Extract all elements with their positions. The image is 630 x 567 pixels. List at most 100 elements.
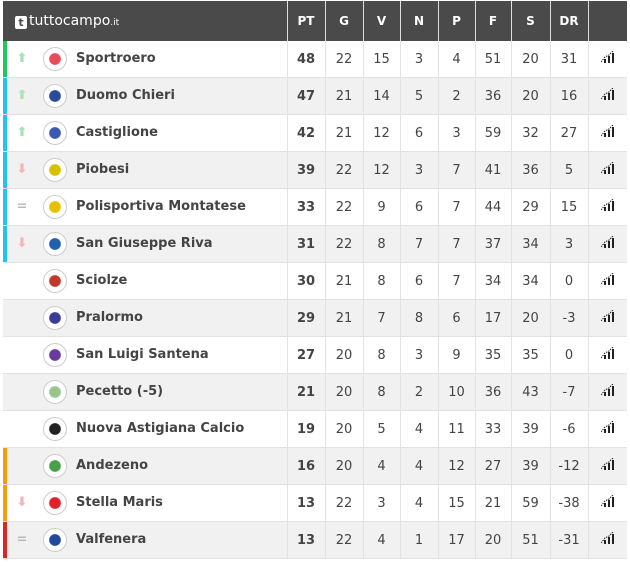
team-name[interactable]: Pralormo bbox=[76, 310, 143, 325]
team-cell[interactable]: ⬆ Castiglione bbox=[3, 114, 287, 152]
team-name[interactable]: Pecetto (-5) bbox=[76, 384, 164, 399]
zone-indicator bbox=[3, 411, 7, 447]
table-row[interactable]: ⬆ Duomo Chieri 47 21 14 5 2 36 20 16 bbox=[3, 77, 627, 115]
trend-chart-button[interactable] bbox=[587, 373, 627, 411]
stat-v: 3 bbox=[362, 484, 400, 522]
team-name[interactable]: Valfenera bbox=[76, 532, 147, 547]
stat-g: 21 bbox=[324, 114, 363, 152]
stat-f: 51 bbox=[474, 41, 511, 78]
brand-name: tuttocampo bbox=[29, 13, 111, 29]
team-name[interactable]: Polisportiva Montatese bbox=[76, 199, 246, 214]
zone-indicator bbox=[3, 189, 7, 225]
team-cell[interactable]: Nuova Astigiana Calcio bbox=[3, 410, 287, 448]
trend-chart-button[interactable] bbox=[587, 41, 627, 78]
team-name[interactable]: Andezeno bbox=[76, 458, 149, 473]
stat-f: 41 bbox=[474, 151, 511, 189]
chart-trend-icon bbox=[600, 273, 614, 285]
table-row[interactable]: Sciolze 30 21 8 6 7 34 34 0 bbox=[3, 262, 627, 300]
team-cell[interactable]: ⬇ Piobesi bbox=[3, 151, 287, 189]
trend-chart-button[interactable] bbox=[587, 447, 627, 485]
stat-pt: 33 bbox=[286, 188, 325, 226]
table-row[interactable]: Andezeno 16 20 4 4 12 27 39 -12 bbox=[3, 447, 627, 485]
team-cell[interactable]: = Valfenera bbox=[3, 521, 287, 559]
table-row[interactable]: = Polisportiva Montatese 33 22 9 6 7 44 29 15 bbox=[3, 188, 627, 226]
stat-p: 11 bbox=[437, 410, 475, 448]
team-name[interactable]: Stella Maris bbox=[76, 495, 163, 510]
chart-trend-icon bbox=[600, 162, 614, 174]
trend-chart-button[interactable] bbox=[587, 188, 627, 226]
table-row[interactable]: San Luigi Santena 27 20 8 3 9 35 35 0 bbox=[3, 336, 627, 374]
stat-g: 21 bbox=[324, 299, 363, 337]
table-row[interactable]: ⬇ San Giuseppe Riva 31 22 8 7 7 37 34 3 bbox=[3, 225, 627, 263]
team-cell[interactable]: ⬆ Sportroero bbox=[3, 41, 287, 78]
stat-s: 39 bbox=[510, 447, 550, 485]
trend-chart-button[interactable] bbox=[587, 114, 627, 152]
trend-chart-button[interactable] bbox=[587, 77, 627, 115]
team-cell[interactable]: = Polisportiva Montatese bbox=[3, 188, 287, 226]
team-name[interactable]: Castiglione bbox=[76, 125, 158, 140]
stat-n: 7 bbox=[399, 225, 438, 263]
team-name[interactable]: Piobesi bbox=[76, 162, 130, 177]
table-row[interactable]: ⬇ Stella Maris 13 22 3 4 15 21 59 -38 bbox=[3, 484, 627, 522]
team-cell[interactable]: ⬇ San Giuseppe Riva bbox=[3, 225, 287, 263]
stat-v: 12 bbox=[362, 151, 400, 189]
stat-p: 3 bbox=[437, 114, 475, 152]
chart-trend-icon bbox=[600, 125, 614, 137]
table-row[interactable]: Pralormo 29 21 7 8 6 17 20 -3 bbox=[3, 299, 627, 337]
stat-f: 36 bbox=[474, 373, 511, 411]
trend-chart-button[interactable] bbox=[587, 484, 627, 522]
team-cell[interactable]: Pecetto (-5) bbox=[3, 373, 287, 411]
stat-dr: 3 bbox=[549, 225, 588, 263]
team-name[interactable]: Duomo Chieri bbox=[76, 88, 175, 103]
table-row[interactable]: ⬆ Castiglione 42 21 12 6 3 59 32 27 bbox=[3, 114, 627, 152]
stat-dr: 31 bbox=[549, 41, 588, 78]
zone-indicator bbox=[3, 263, 7, 299]
table-row[interactable]: = Valfenera 13 22 4 1 17 20 51 -31 bbox=[3, 521, 627, 559]
stat-pt: 13 bbox=[286, 484, 325, 522]
stat-g: 22 bbox=[324, 521, 363, 559]
stat-g: 22 bbox=[324, 151, 363, 189]
team-name[interactable]: Sportroero bbox=[76, 51, 156, 66]
trend-chart-button[interactable] bbox=[587, 299, 627, 337]
stat-g: 22 bbox=[324, 484, 363, 522]
stat-n: 3 bbox=[399, 41, 438, 78]
team-name[interactable]: Nuova Astigiana Calcio bbox=[76, 421, 245, 436]
team-cell[interactable]: ⬇ Stella Maris bbox=[3, 484, 287, 522]
team-crest-icon bbox=[43, 343, 67, 367]
zone-indicator bbox=[3, 485, 7, 521]
team-name[interactable]: Sciolze bbox=[76, 273, 128, 288]
table-row[interactable]: Pecetto (-5) 21 20 8 2 10 36 43 -7 bbox=[3, 373, 627, 411]
trend-chart-button[interactable] bbox=[587, 262, 627, 300]
team-name[interactable]: San Luigi Santena bbox=[76, 347, 209, 362]
zone-indicator bbox=[3, 448, 7, 484]
zone-indicator bbox=[3, 337, 7, 373]
team-cell[interactable]: ⬆ Duomo Chieri bbox=[3, 77, 287, 115]
trend-chart-button[interactable] bbox=[587, 225, 627, 263]
stat-g: 21 bbox=[324, 262, 363, 300]
zone-indicator bbox=[3, 226, 7, 262]
team-cell[interactable]: Sciolze bbox=[3, 262, 287, 300]
brand-logo[interactable]: t tuttocampo.it bbox=[3, 1, 287, 41]
trend-chart-button[interactable] bbox=[587, 151, 627, 189]
stat-pt: 42 bbox=[286, 114, 325, 152]
chart-trend-icon bbox=[600, 421, 614, 433]
stat-dr: 0 bbox=[549, 336, 588, 374]
table-row[interactable]: ⬇ Piobesi 39 22 12 3 7 41 36 5 bbox=[3, 151, 627, 189]
team-crest-icon bbox=[43, 158, 67, 182]
trend-down-icon: ⬇ bbox=[16, 162, 28, 177]
trend-chart-button[interactable] bbox=[587, 410, 627, 448]
team-cell[interactable]: Andezeno bbox=[3, 447, 287, 485]
col-dr: DR bbox=[549, 1, 588, 41]
team-cell[interactable]: San Luigi Santena bbox=[3, 336, 287, 374]
trend-chart-button[interactable] bbox=[587, 521, 627, 559]
table-row[interactable]: ⬆ Sportroero 48 22 15 3 4 51 20 31 bbox=[3, 41, 627, 78]
stat-s: 51 bbox=[510, 521, 550, 559]
team-cell[interactable]: Pralormo bbox=[3, 299, 287, 337]
stat-dr: 16 bbox=[549, 77, 588, 115]
stat-p: 6 bbox=[437, 299, 475, 337]
stat-p: 2 bbox=[437, 77, 475, 115]
team-name[interactable]: San Giuseppe Riva bbox=[76, 236, 213, 251]
table-row[interactable]: Nuova Astigiana Calcio 19 20 5 4 11 33 39 -6 bbox=[3, 410, 627, 448]
chart-trend-icon bbox=[600, 495, 614, 507]
trend-chart-button[interactable] bbox=[587, 336, 627, 374]
